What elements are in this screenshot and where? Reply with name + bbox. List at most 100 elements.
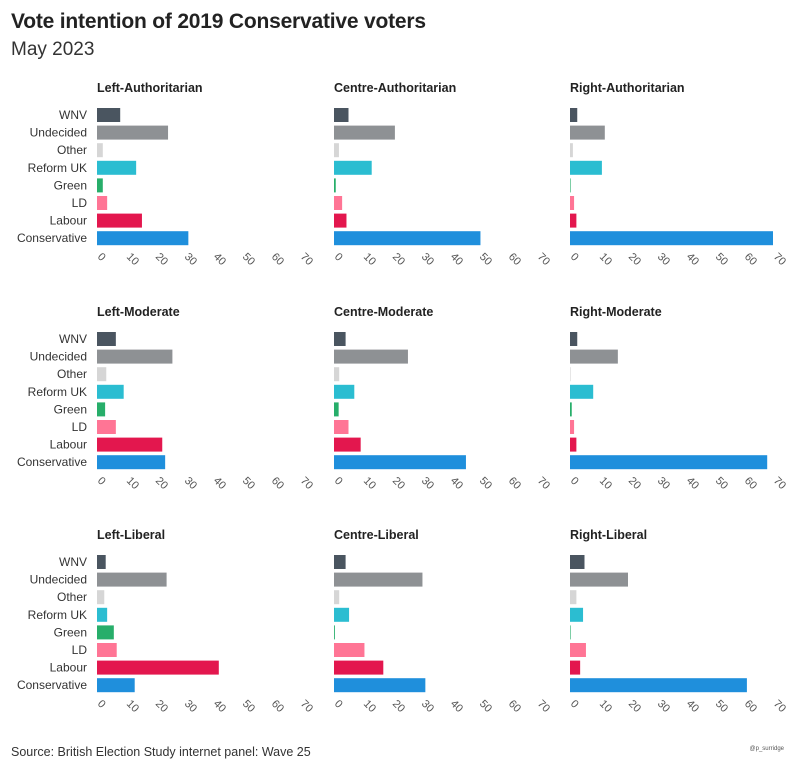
category-label: Reform UK <box>28 385 87 399</box>
x-tick-label: 30 <box>655 251 672 268</box>
category-label: Reform UK <box>28 608 87 622</box>
bar-labour <box>97 660 219 675</box>
panel-title: Centre-Liberal <box>334 528 419 542</box>
category-label: Labour <box>50 214 87 228</box>
bar-green <box>570 402 572 417</box>
x-tick-label: 50 <box>713 475 730 492</box>
panel-centre-moderate: Centre-Moderate 0 10 20 30 40 50 60 70 <box>332 305 552 492</box>
category-label: Other <box>57 143 87 157</box>
bar-wnv <box>97 108 121 122</box>
bar-other <box>97 143 103 158</box>
bar-other <box>334 143 339 158</box>
bar-reform-uk <box>570 160 602 175</box>
bar-wnv <box>570 108 578 122</box>
bar-reform-uk <box>97 607 108 622</box>
bar-reform-uk <box>334 607 350 622</box>
bar-wnv <box>97 332 116 346</box>
x-tick-label: 60 <box>742 698 759 715</box>
x-tick-label: 40 <box>211 251 228 268</box>
bar-ld <box>97 643 117 657</box>
x-tick-label: 0 <box>332 698 345 711</box>
panel-left-moderate: Left-Moderate WNV Undecided Other Reform UK G… <box>17 305 315 492</box>
x-tick-label: 40 <box>211 475 228 492</box>
bar-undecided <box>570 572 628 587</box>
category-label: Other <box>57 367 87 381</box>
category-label: Conservative <box>17 678 87 692</box>
chart-title: Vote intention of 2019 Conservative vote… <box>11 10 426 33</box>
x-tick-label: 50 <box>713 698 730 715</box>
panel-right-moderate: Right-Moderate 0 10 20 30 40 50 60 70 <box>568 305 788 492</box>
x-tick-label: 30 <box>655 475 672 492</box>
category-label: Reform UK <box>28 161 87 175</box>
x-tick-label: 10 <box>361 251 378 268</box>
bar-conservative <box>570 231 773 246</box>
x-tick-label: 50 <box>477 698 494 715</box>
x-tick-label: 50 <box>477 251 494 268</box>
source-note: Source: British Election Study internet … <box>11 745 311 759</box>
category-label: WNV <box>59 108 87 122</box>
x-tick-label: 40 <box>684 698 701 715</box>
bar-reform-uk <box>97 384 124 399</box>
bar-wnv <box>334 332 346 346</box>
x-tick-label: 60 <box>269 475 286 492</box>
bar-wnv <box>334 108 349 122</box>
panel-title: Centre-Authoritarian <box>334 81 456 95</box>
panel-centre-authoritarian: Centre-Authoritarian 0 10 20 30 40 50 60 70 <box>332 81 552 268</box>
x-tick-label: 70 <box>771 251 788 268</box>
x-tick-label: 60 <box>269 251 286 268</box>
x-tick-label: 20 <box>390 698 407 715</box>
panel-right-authoritarian: Right-Authoritarian 0 10 20 30 40 50 60 70 <box>568 81 788 268</box>
x-tick-label: 60 <box>506 698 523 715</box>
x-tick-label: 0 <box>95 475 108 488</box>
x-tick-label: 50 <box>477 475 494 492</box>
x-tick-label: 20 <box>626 251 643 268</box>
x-tick-label: 10 <box>597 698 614 715</box>
bar-undecided <box>334 125 395 140</box>
panel-title: Left-Authoritarian <box>97 81 203 95</box>
bar-green <box>97 402 106 417</box>
bar-wnv <box>97 555 106 569</box>
x-tick-label: 40 <box>448 698 465 715</box>
bar-other <box>570 590 577 605</box>
bar-conservative <box>570 678 747 693</box>
bar-ld <box>334 643 365 657</box>
bar-reform-uk <box>97 160 137 175</box>
bar-conservative <box>97 455 166 470</box>
bar-green <box>334 402 339 417</box>
panel-centre-liberal: Centre-Liberal 0 10 20 30 40 50 60 70 <box>332 528 552 715</box>
bar-other <box>97 590 105 605</box>
x-tick-label: 0 <box>332 475 345 488</box>
bar-ld <box>97 420 116 434</box>
x-tick-label: 70 <box>535 475 552 492</box>
x-tick-label: 50 <box>240 475 257 492</box>
category-label: Undecided <box>30 126 87 140</box>
x-tick-label: 10 <box>361 475 378 492</box>
x-tick-label: 50 <box>240 251 257 268</box>
x-tick-label: 60 <box>269 698 286 715</box>
bar-wnv <box>334 555 346 569</box>
bar-green <box>334 625 335 640</box>
x-tick-label: 70 <box>771 698 788 715</box>
x-tick-label: 40 <box>448 475 465 492</box>
panel-title: Right-Liberal <box>570 528 647 542</box>
bar-conservative <box>334 678 426 693</box>
category-label: LD <box>72 196 88 210</box>
x-tick-label: 40 <box>211 698 228 715</box>
x-tick-label: 10 <box>597 251 614 268</box>
bar-green <box>97 625 114 640</box>
bar-undecided <box>334 572 423 587</box>
x-tick-label: 10 <box>361 698 378 715</box>
x-tick-label: 70 <box>535 698 552 715</box>
bar-green <box>334 178 336 193</box>
bar-undecided <box>97 572 167 587</box>
bar-labour <box>570 437 577 452</box>
bar-labour <box>334 660 384 675</box>
bar-ld <box>334 420 349 434</box>
bar-labour <box>570 213 577 228</box>
x-tick-label: 30 <box>419 698 436 715</box>
bar-undecided <box>570 349 618 364</box>
bar-other <box>570 367 571 382</box>
category-label: WNV <box>59 555 87 569</box>
bar-other <box>334 367 340 382</box>
bar-labour <box>334 437 361 452</box>
